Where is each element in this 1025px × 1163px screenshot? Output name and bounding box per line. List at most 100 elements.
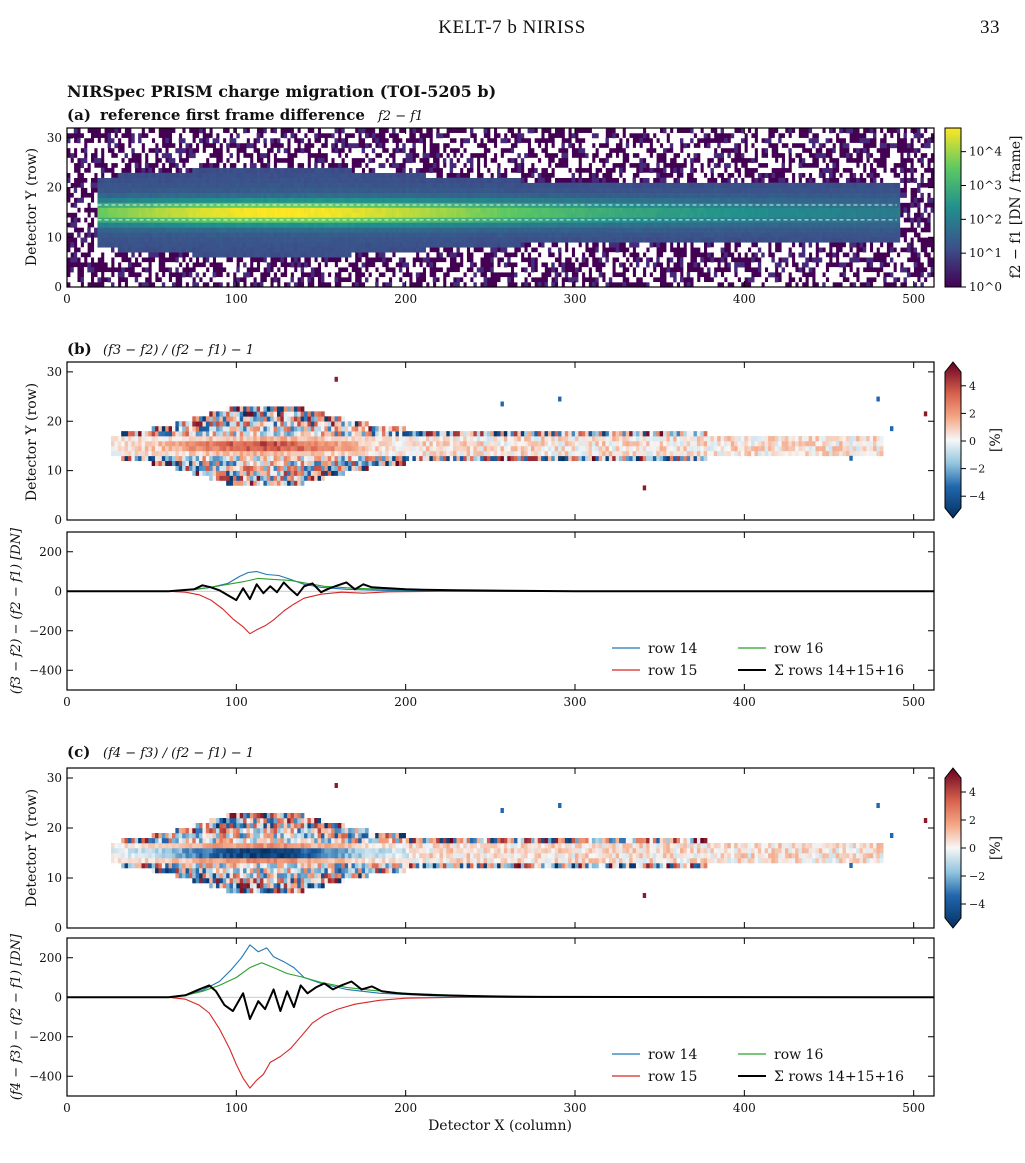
panel-a-cell xyxy=(649,207,654,213)
panel-a-masked-cell xyxy=(575,172,579,178)
panel-a-cell xyxy=(331,227,335,233)
panel-a-cell xyxy=(243,232,247,238)
panel-a-cell xyxy=(497,172,501,178)
panel-a-cell xyxy=(744,212,749,218)
panel-a-cell xyxy=(232,237,237,243)
panel-a-masked-cell xyxy=(686,137,691,144)
panel-a-masked-cell xyxy=(409,262,413,268)
panel-a-masked-cell xyxy=(405,252,410,258)
panel-a-cell xyxy=(182,227,186,233)
panel-a-cell xyxy=(304,237,308,243)
panel-a-cell xyxy=(276,242,281,248)
panel-a-masked-cell xyxy=(747,132,752,139)
panel-a-masked-cell xyxy=(429,252,434,258)
panel-a-cell xyxy=(337,187,342,193)
panel-a-masked-cell xyxy=(673,142,677,149)
panel-a-cell xyxy=(273,237,278,243)
panel-a-cell xyxy=(395,177,400,183)
panel-a-cell xyxy=(493,237,498,243)
panel-a-cell xyxy=(629,197,633,203)
panel-a-cell xyxy=(598,187,603,193)
panel-a-cell xyxy=(304,252,308,258)
panel-a-cell xyxy=(463,187,467,193)
panel-a-masked-cell xyxy=(439,277,444,283)
panel-a-cell xyxy=(740,237,745,243)
panel-a-masked-cell xyxy=(537,162,542,169)
panel-a-cell xyxy=(107,137,112,144)
panel-a-masked-cell xyxy=(754,142,759,149)
panel-a-cell xyxy=(757,192,762,198)
panel-a-cell xyxy=(673,237,677,243)
panel-a-cell xyxy=(307,207,312,213)
panel-a-cell xyxy=(395,247,400,253)
panel-a-cell xyxy=(195,187,200,193)
panel-a-masked-cell xyxy=(615,128,620,134)
panel-a-masked-cell xyxy=(266,277,271,283)
panel-a-masked-cell xyxy=(114,282,119,288)
panel-a-cell xyxy=(737,202,742,208)
panel-a-cell xyxy=(321,172,325,178)
panel-a-masked-cell xyxy=(70,227,75,233)
panel-a-cell xyxy=(453,187,457,193)
panel-a-masked-cell xyxy=(297,267,301,273)
panel-a-masked-cell xyxy=(188,277,193,283)
panel-a-cell xyxy=(310,202,315,208)
panel-a-cell xyxy=(517,132,522,139)
panel-a-cell xyxy=(415,167,420,174)
panel-a-masked-cell xyxy=(368,267,373,273)
panel-a-masked-cell xyxy=(226,267,230,273)
panel-a-cell xyxy=(148,167,152,174)
panel-a-masked-cell xyxy=(646,172,650,178)
panel-a-cell xyxy=(232,187,237,193)
panel-a-masked-cell xyxy=(679,132,684,139)
panel-a-cell xyxy=(700,232,705,238)
panel-a-cell xyxy=(449,222,454,228)
panel-a-cell xyxy=(544,222,549,228)
panel-a-cell xyxy=(171,282,176,288)
panel-a-cell xyxy=(375,232,379,238)
panel-a-cell xyxy=(246,192,251,198)
panel-a-cell xyxy=(517,237,522,243)
panel-a-cell xyxy=(625,207,630,213)
panel-a-masked-cell xyxy=(293,277,298,283)
panel-a-cell xyxy=(327,222,332,228)
panel-a-cell xyxy=(771,272,776,278)
panel-a-cell xyxy=(293,282,298,288)
panel-a-cell xyxy=(605,227,610,233)
panel-a-masked-cell xyxy=(124,272,129,278)
panel-a-cell xyxy=(134,182,139,188)
panel-a-cell xyxy=(734,222,738,228)
panel-a-masked-cell xyxy=(80,128,85,134)
panel-a-cell xyxy=(385,187,390,193)
panel-a-masked-cell xyxy=(530,282,535,288)
panel-a-masked-cell xyxy=(199,147,203,154)
panel-a-cell xyxy=(724,187,728,193)
panel-a-masked-cell xyxy=(249,277,254,283)
panel-a-masked-cell xyxy=(425,137,430,144)
panel-a-cell xyxy=(541,177,545,183)
panel-a-masked-cell xyxy=(358,147,362,154)
panel-a-masked-cell xyxy=(602,132,606,139)
panel-a-cell xyxy=(192,222,196,228)
panel-a-masked-cell xyxy=(219,162,224,169)
panel-a-cell xyxy=(378,232,383,238)
panel-a-masked-cell xyxy=(459,272,464,278)
panel-a-masked-cell xyxy=(341,282,346,288)
panel-a-cell xyxy=(361,232,366,238)
panel-a-masked-cell xyxy=(625,128,630,134)
panel-a-cell xyxy=(178,172,183,178)
panel-a-cell xyxy=(144,192,149,198)
panel-a-cell xyxy=(270,137,274,144)
panel-a-masked-cell xyxy=(165,252,169,258)
panel-a-masked-cell xyxy=(561,172,566,178)
panel-a-cell xyxy=(483,242,488,248)
panel-a-masked-cell xyxy=(70,247,75,253)
panel-a-masked-cell xyxy=(385,142,390,149)
panel-a-cell xyxy=(141,207,146,213)
panel-a-masked-cell xyxy=(642,142,647,149)
panel-a-cell xyxy=(510,227,515,233)
panel-a-cell xyxy=(158,182,163,188)
panel-a-cell xyxy=(131,182,136,188)
panel-a-masked-cell xyxy=(757,167,762,174)
panel-a-cell xyxy=(341,137,346,144)
